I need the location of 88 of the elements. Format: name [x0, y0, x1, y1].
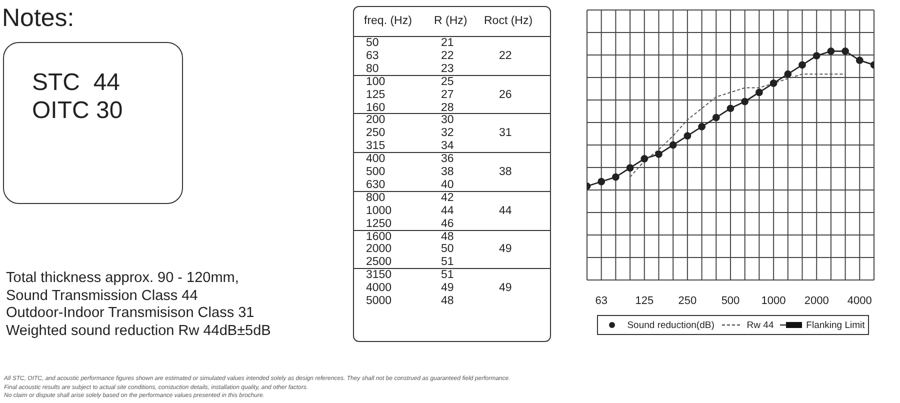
data-label: 44 [499, 204, 512, 218]
y-tick-label: 50 [366, 37, 379, 50]
text: Outdoor-Indoor Transmisison Class 31 [6, 305, 256, 322]
x-tick-label: 2000 [804, 294, 829, 307]
x-tick-label: 250 [678, 294, 697, 307]
point [598, 178, 606, 186]
point [856, 56, 864, 64]
data-label: 49 [499, 282, 512, 295]
y-tick-label: 160 [366, 102, 386, 114]
data-label: 48 [441, 230, 454, 244]
y-tick-label: 1250 [366, 218, 392, 230]
point [655, 150, 662, 158]
legend-label: Sound reduction(dB) [626, 320, 714, 330]
data-label: 26 [499, 88, 512, 102]
data-label: 30 [441, 114, 454, 128]
y-tick-label: 800 [366, 192, 386, 205]
point [684, 132, 692, 140]
text: Notes: [2, 4, 74, 33]
point [712, 114, 720, 122]
data-label: 21 [441, 37, 454, 50]
data-label: 51 [441, 269, 454, 282]
data-label: 42 [441, 192, 454, 205]
x-tick-label: 1000 [761, 294, 786, 307]
data-label: 49 [499, 243, 512, 256]
point [756, 88, 763, 96]
x-tick-label: 500 [721, 294, 740, 307]
x-tick-label: 63 [595, 294, 608, 307]
y-tick-label: 630 [366, 178, 386, 192]
data-label: 51 [441, 256, 454, 270]
point [784, 70, 792, 78]
y-axis-title: freq. (Hz) [364, 15, 412, 27]
text: Sound Transmission Class 44 [6, 288, 199, 305]
y-tick-label: 63 [366, 50, 379, 63]
point [827, 47, 835, 55]
point [812, 52, 820, 60]
x-tick-label: R (Hz) [434, 15, 468, 27]
point [798, 61, 806, 69]
point [612, 173, 620, 181]
y-tick-label: 500 [366, 166, 386, 179]
y-tick-label: 2000 [366, 243, 392, 256]
legend-label: Rw 44 [746, 320, 774, 330]
point [669, 141, 677, 149]
point [640, 155, 648, 162]
data-label: 28 [441, 102, 454, 114]
x-tick-label: 4000 [847, 294, 872, 307]
x-tick-label: 125 [635, 294, 654, 307]
legend-label: Flanking Limit [805, 320, 865, 330]
data-label: 34 [441, 140, 454, 154]
data-label: 32 [441, 127, 454, 140]
data-label: 36 [441, 153, 454, 166]
data-label: 27 [441, 88, 454, 102]
data-label: 44 [441, 204, 454, 218]
data-label: 48 [441, 295, 454, 308]
y-tick-label: 4000 [366, 282, 392, 295]
data-label: 23 [441, 62, 454, 76]
y-tick-label: 100 [366, 76, 386, 89]
text: OITC 30 [32, 97, 123, 125]
x-tick-label: Roct (Hz) [484, 15, 533, 27]
y-tick-label: 400 [366, 153, 386, 166]
data-label: 22 [441, 50, 454, 63]
data-label: 50 [441, 243, 454, 256]
data-label: 22 [499, 50, 512, 63]
data-label: 25 [441, 76, 454, 89]
y-tick-label: 315 [366, 140, 386, 154]
y-tick-label: 200 [366, 114, 386, 128]
y-tick-label: 80 [366, 62, 379, 76]
y-tick-label: 125 [366, 88, 386, 102]
point [626, 164, 634, 172]
data-label: 46 [441, 218, 454, 230]
point [698, 122, 706, 130]
point [726, 104, 734, 112]
text: Weighted sound reduction Rw 44dB±5dB [6, 322, 271, 340]
point [741, 98, 749, 106]
y-tick-label: 1000 [366, 204, 392, 218]
text: Total thickness approx. 90 - 120mm, [6, 270, 240, 288]
y-tick-label: 250 [366, 127, 386, 140]
y-tick-label: 2500 [366, 256, 392, 270]
point [842, 47, 849, 55]
y-tick-label: 5000 [366, 295, 392, 308]
y-tick-label: 3150 [366, 269, 392, 282]
data-label: 31 [499, 127, 512, 140]
text: STC 44 [32, 69, 122, 97]
y-tick-label: 1600 [366, 230, 392, 244]
data-label: 38 [499, 166, 512, 179]
data-label: 49 [441, 282, 454, 295]
data-label: 40 [441, 178, 454, 192]
data-label: 38 [441, 166, 454, 179]
point [770, 80, 778, 87]
